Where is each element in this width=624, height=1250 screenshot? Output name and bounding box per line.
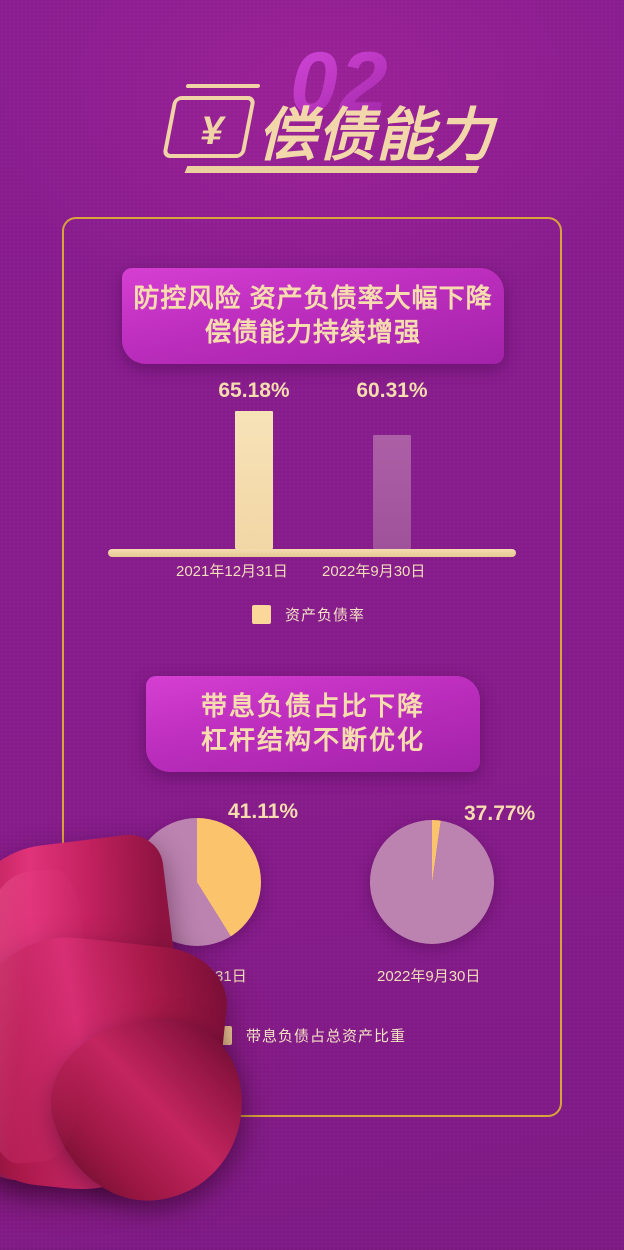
- yen-glyph: ¥: [196, 109, 228, 153]
- bar-axis-tick-2021: 2021年12月31日: [176, 563, 288, 580]
- bar-chart-legend: 资产负债率: [252, 604, 365, 625]
- legend-swatch-icon: [213, 1026, 232, 1045]
- pie-axis-label-2021: 2021年12月31日: [135, 968, 247, 985]
- bar-chart: 65.18% 60.31%: [108, 370, 516, 560]
- pie-chart-2022: [370, 820, 494, 944]
- content-card-frame: [62, 217, 562, 1117]
- bar-2022: [373, 435, 411, 549]
- bar-value-label-2021: 65.18%: [218, 379, 290, 402]
- section-2-banner: 带息负债占比下降 杠杆结构不断优化: [146, 676, 480, 772]
- bar-column-2022: 60.31%: [356, 379, 428, 549]
- legend-swatch-icon: [252, 605, 271, 624]
- bar-2021: [235, 411, 273, 549]
- bar-chart-axis-labels: 2021年12月31日 2022年9月30日: [108, 560, 516, 584]
- pie-axis-label-2022: 2022年9月30日: [377, 968, 481, 985]
- section-number-watermark: 02: [290, 35, 390, 131]
- title-underline: [184, 166, 480, 173]
- pie-value-label-2022: 37.77%: [464, 802, 536, 825]
- section-1-banner: 防控风险 资产负债率大幅下降 偿债能力持续增强: [122, 268, 504, 364]
- yen-symbol-icon: ¥: [161, 96, 257, 158]
- bar-axis-tick-2022: 2022年9月30日: [322, 563, 426, 580]
- pie-chart-2021: [133, 818, 261, 946]
- bar-value-label-2022: 60.31%: [356, 379, 428, 402]
- section-1-banner-line-2: 偿债能力持续增强: [204, 317, 421, 348]
- header: 02 ¥ 偿债能力: [0, 0, 624, 205]
- pie-chart-legend: 带息负债占总资产比重: [213, 1025, 406, 1046]
- bar-chart-legend-label: 资产负债率: [285, 607, 366, 624]
- pie-value-label-2021: 41.11%: [228, 800, 299, 823]
- section-2-banner-line-1: 带息负债占比下降: [200, 691, 425, 721]
- section-2-banner-line-2: 杠杆结构不断优化: [200, 725, 425, 756]
- pie-chart-legend-label: 带息负债占总资产比重: [246, 1028, 407, 1045]
- bar-column-2021: 65.18%: [218, 379, 290, 549]
- bar-chart-baseline: [108, 549, 516, 557]
- page-title: 偿债能力: [258, 103, 495, 168]
- section-1-banner-line-1: 防控风险 资产负债率大幅下降: [133, 283, 493, 313]
